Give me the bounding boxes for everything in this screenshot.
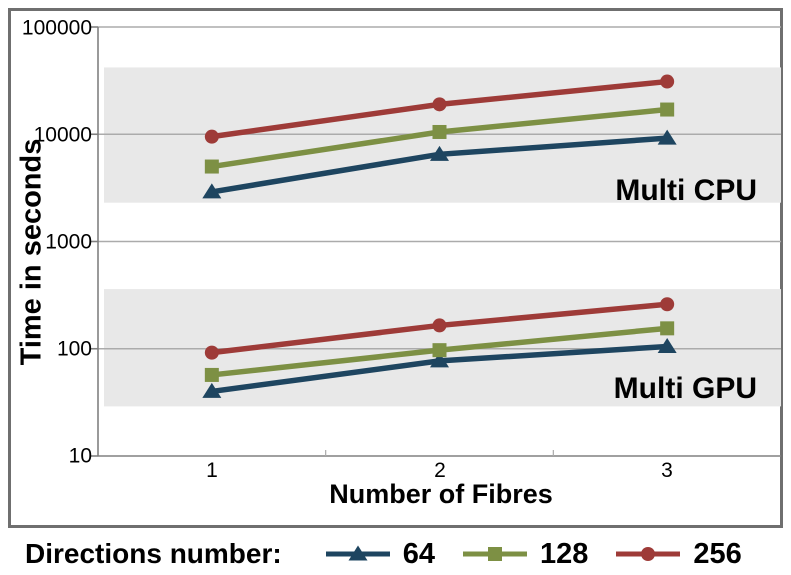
legend-swatch-svg-256	[616, 547, 681, 561]
x-tick-2: 2	[434, 459, 446, 482]
legend-marker-circle-256	[641, 547, 656, 561]
marker-square-128-multi-gpu-x3	[660, 321, 675, 336]
region-label-multi-gpu: Multi GPU	[613, 372, 757, 405]
y-axis-title: Time in seconds	[15, 138, 48, 366]
legend: Directions number: 64 128 256	[0, 534, 791, 574]
legend-marker-triangle-icon	[325, 544, 390, 564]
marker-square-128-multi-cpu-x2	[432, 124, 447, 139]
region-label-multi-cpu: Multi CPU	[615, 174, 757, 207]
marker-circle-256-multi-cpu-x3	[660, 74, 675, 89]
marker-circle-256-multi-gpu-x1	[204, 345, 219, 360]
legend-entry-128: 128	[462, 537, 589, 571]
marker-circle-256-multi-gpu-x3	[660, 297, 675, 312]
marker-square-128-multi-cpu-x3	[660, 102, 675, 117]
legend-marker-triangle-64	[348, 545, 368, 561]
marker-triangle-64-multi-cpu-x1	[202, 183, 222, 199]
y-tick-1000: 1000	[45, 230, 92, 254]
marker-triangle-64-multi-gpu-x1	[202, 382, 222, 398]
marker-circle-256-multi-cpu-x1	[204, 129, 219, 144]
y-tick-10000: 10000	[33, 123, 92, 147]
legend-label-128: 128	[539, 537, 589, 570]
legend-label-64: 64	[402, 537, 435, 570]
marker-triangle-64-multi-gpu-x2	[430, 352, 449, 368]
x-tick-1: 1	[206, 459, 218, 482]
legend-label-256: 256	[693, 537, 742, 570]
y-tick-10: 10	[68, 444, 92, 468]
legend-swatch-svg-64	[325, 545, 390, 561]
marker-triangle-64-multi-cpu-x2	[430, 145, 449, 161]
legend-entry-256: 256	[616, 537, 742, 571]
legend-marker-square-icon	[462, 544, 527, 564]
y-tick-100: 100	[56, 337, 92, 361]
marker-square-128-multi-gpu-x2	[432, 343, 447, 358]
marker-circle-256-multi-cpu-x2	[432, 97, 447, 112]
legend-title: Directions number:	[25, 538, 282, 569]
x-tick-3: 3	[661, 459, 673, 482]
legend-entry-64: 64	[325, 537, 435, 571]
y-tick-100000: 100000	[21, 16, 92, 40]
marker-triangle-64-multi-gpu-x3	[657, 337, 677, 353]
legend-marker-circle-icon	[616, 544, 681, 564]
legend-swatch-svg-128	[462, 547, 527, 561]
marker-square-128-multi-cpu-x1	[204, 159, 219, 174]
marker-circle-256-multi-gpu-x2	[432, 318, 447, 333]
marker-triangle-64-multi-cpu-x3	[657, 129, 677, 145]
x-axis-title: Number of Fibres	[329, 479, 553, 509]
legend-marker-square-128	[487, 547, 502, 561]
marker-square-128-multi-gpu-x1	[204, 367, 219, 382]
